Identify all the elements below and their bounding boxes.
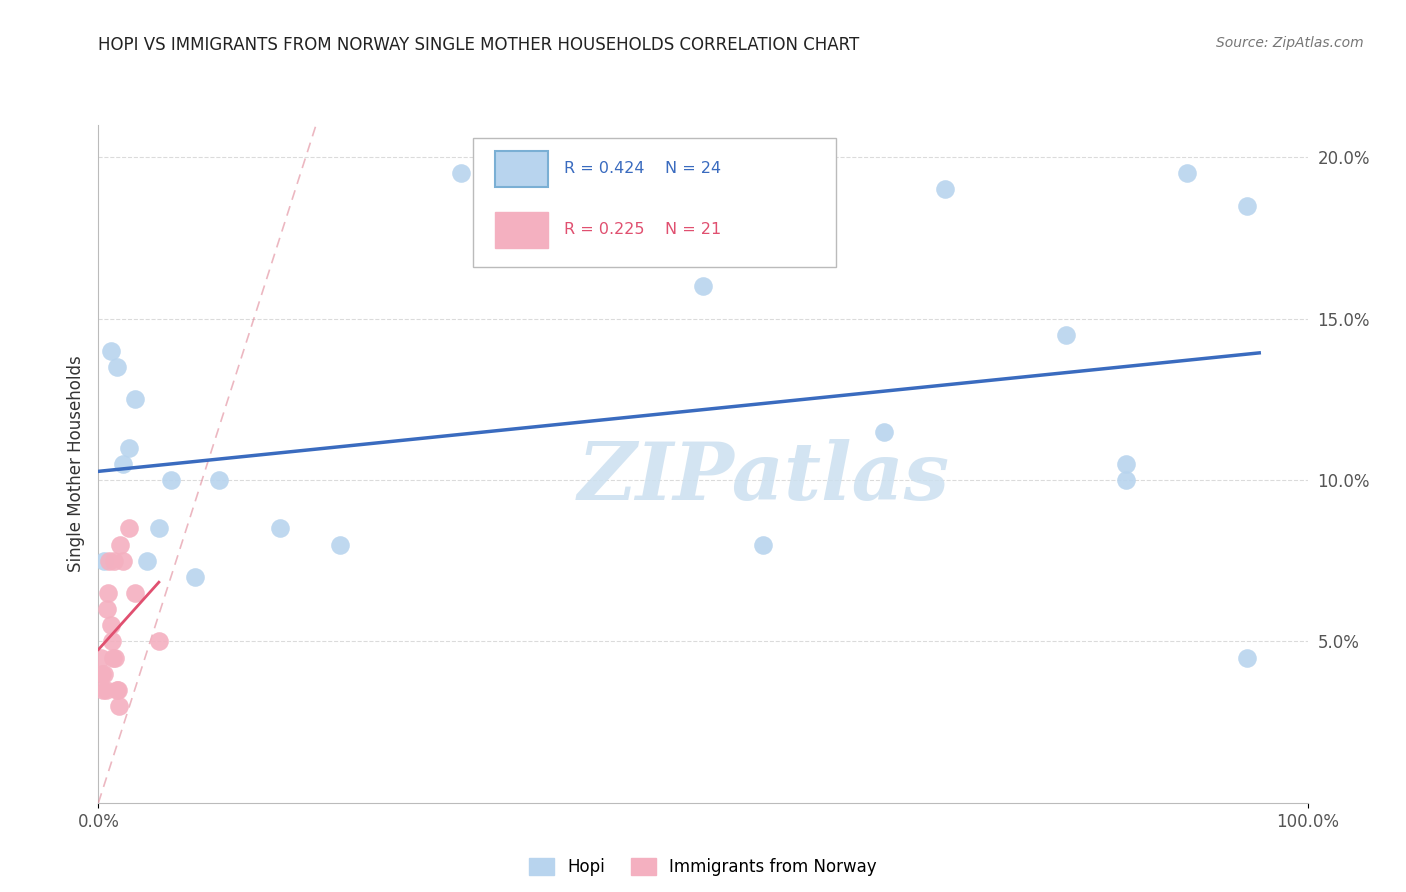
- Point: [1115, 457, 1137, 471]
- Point: [100, 618, 122, 632]
- Text: Source: ZipAtlas.com: Source: ZipAtlas.com: [1216, 36, 1364, 50]
- Point: [107, 682, 129, 697]
- Text: HOPI VS IMMIGRANTS FROM NORWAY SINGLE MOTHER HOUSEHOLDS CORRELATION CHART: HOPI VS IMMIGRANTS FROM NORWAY SINGLE MO…: [98, 36, 859, 54]
- Point: [93, 554, 115, 568]
- Point: [111, 554, 134, 568]
- Point: [97, 586, 120, 600]
- Point: [329, 537, 352, 551]
- Point: [90, 650, 112, 665]
- Point: [752, 537, 775, 551]
- FancyBboxPatch shape: [495, 211, 548, 248]
- Point: [100, 634, 122, 648]
- Point: [96, 602, 118, 616]
- Point: [91, 682, 114, 697]
- Point: [104, 650, 127, 665]
- Point: [184, 570, 207, 584]
- Text: R = 0.424    N = 24: R = 0.424 N = 24: [564, 161, 721, 177]
- FancyBboxPatch shape: [474, 138, 837, 268]
- Point: [934, 182, 956, 196]
- Text: ZIPatlas: ZIPatlas: [578, 439, 949, 516]
- FancyBboxPatch shape: [495, 151, 548, 187]
- Point: [148, 634, 170, 648]
- Point: [692, 279, 714, 293]
- Point: [105, 682, 128, 697]
- Point: [1236, 650, 1258, 665]
- Point: [100, 343, 122, 358]
- Point: [101, 650, 124, 665]
- Point: [208, 473, 231, 487]
- Point: [91, 666, 114, 681]
- Point: [873, 425, 896, 439]
- Point: [93, 666, 115, 681]
- Point: [108, 537, 131, 551]
- Point: [269, 521, 291, 535]
- Point: [98, 554, 121, 568]
- Point: [148, 521, 170, 535]
- Point: [450, 166, 472, 180]
- Point: [124, 392, 146, 407]
- Point: [103, 554, 125, 568]
- Point: [118, 521, 141, 535]
- Point: [111, 457, 134, 471]
- Y-axis label: Single Mother Households: Single Mother Households: [66, 356, 84, 572]
- Point: [105, 359, 128, 374]
- Point: [118, 441, 141, 455]
- Point: [108, 698, 131, 713]
- Legend: Hopi, Immigrants from Norway: Hopi, Immigrants from Norway: [523, 851, 883, 882]
- Point: [94, 682, 117, 697]
- Point: [1236, 198, 1258, 212]
- Point: [1054, 327, 1077, 342]
- Point: [160, 473, 183, 487]
- Point: [124, 586, 146, 600]
- Point: [1175, 166, 1198, 180]
- Point: [135, 554, 157, 568]
- Point: [1115, 473, 1137, 487]
- Text: R = 0.225    N = 21: R = 0.225 N = 21: [564, 222, 721, 237]
